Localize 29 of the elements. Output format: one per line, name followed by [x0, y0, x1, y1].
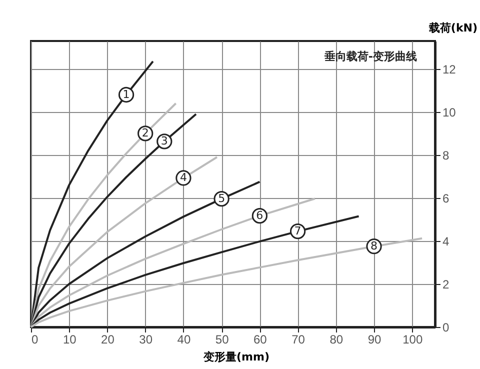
x-tick-label: 90: [368, 332, 382, 346]
y-tick-label: 8: [442, 148, 450, 162]
series-label: 5: [218, 192, 226, 205]
x-tick-label: 70: [292, 332, 306, 346]
series-label: 3: [160, 134, 168, 148]
y-axis-title: 载荷(kN): [428, 22, 478, 34]
text: 垂向载荷-变形曲线: [323, 50, 417, 63]
x-tick-label: 40: [177, 332, 191, 346]
series-label: 7: [294, 224, 302, 238]
y-tick-label: 0: [442, 320, 450, 334]
series-label: 4: [180, 170, 187, 184]
y-tick-label: 2: [442, 277, 450, 292]
y-tick-label: 6: [442, 191, 450, 206]
x-tick-label: 100: [402, 332, 423, 346]
y-tick-label: 10: [442, 105, 456, 120]
x-tick-label: 0: [32, 332, 38, 346]
series-label: 6: [256, 208, 264, 222]
x-tick-label: 50: [215, 332, 230, 346]
x-axis-title: 变形量(mm): [202, 350, 270, 364]
series-label: 8: [370, 239, 378, 252]
series-label: 2: [142, 126, 149, 140]
x-tick-label: 10: [62, 332, 77, 346]
x-tick-label: 20: [101, 332, 115, 346]
x-tick-label: 60: [254, 332, 268, 346]
y-tick-label: 4: [442, 234, 450, 248]
series-label: 1: [122, 88, 130, 101]
y-tick-label: 12: [442, 62, 456, 76]
x-tick-label: 30: [139, 332, 153, 346]
x-tick-label: 80: [330, 332, 344, 346]
